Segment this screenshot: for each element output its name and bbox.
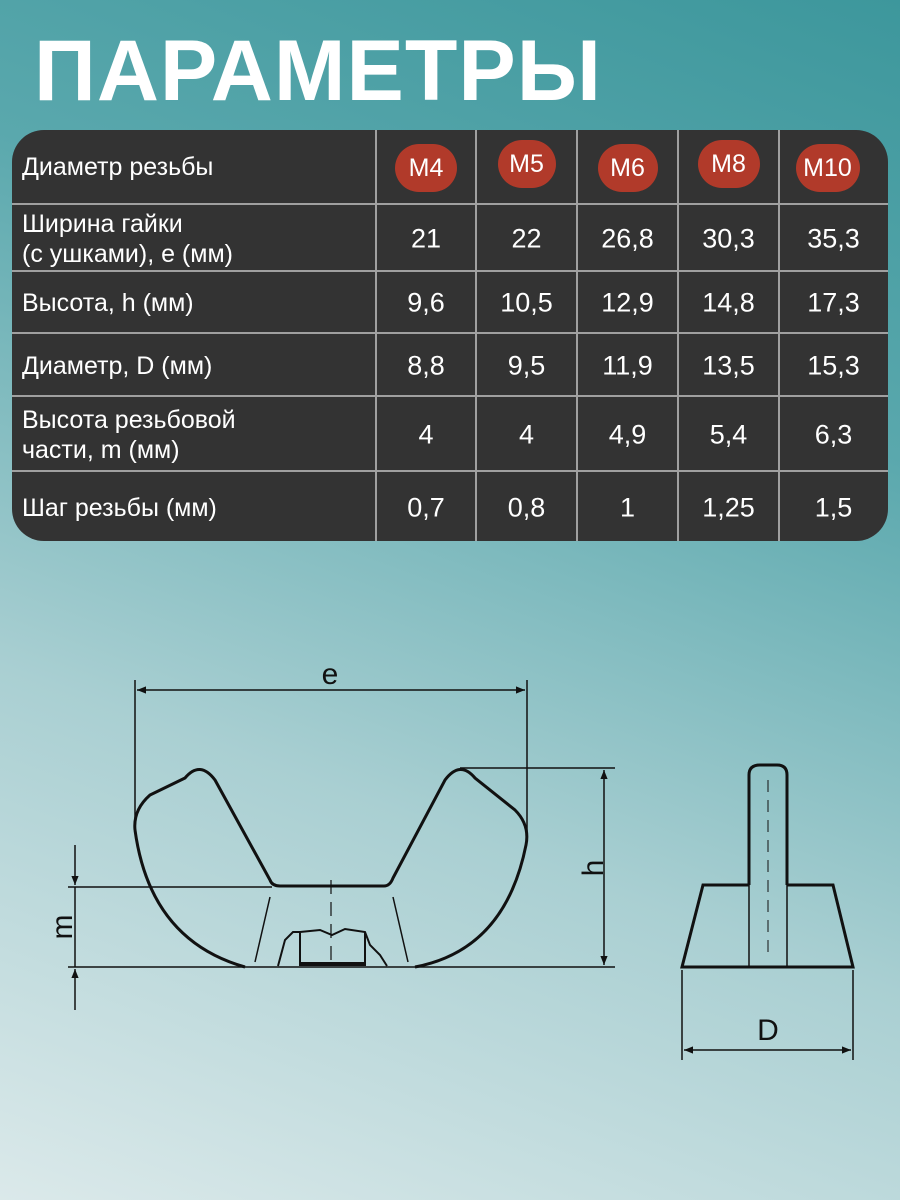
page-title: ПАРАМЕТРЫ [34,23,602,119]
value-cell: 1,25 [702,492,755,522]
thread-size-badge: М10 [795,144,860,192]
value-cell: 13,5 [702,350,755,380]
thread-size-badge: М8 [697,140,760,188]
parameters-table: Диаметр резьбы М4 М5 М6 М8 М10 Ширина гайки (с… [12,130,888,541]
dimension-e-label: e [322,658,339,691]
value-cell: 10,5 [500,287,553,318]
dimension-h-label: h [577,860,610,877]
value-cell: 14,8 [702,287,755,318]
table-header-row: Диаметр резьбы М4 М5 М6 М8 М10 [12,130,888,203]
value-cell: 22 [511,223,542,253]
value-cell: 5,4 [709,419,748,449]
thread-size-badge: М4 [395,144,457,192]
row-label: Высота резьбовой части, m (мм) [22,405,236,464]
value-cell: 0,7 [407,492,445,522]
column-divider [375,130,377,541]
value-cell: 4,9 [608,419,647,449]
table-row: Ширина гайки (с ушками), е (мм) 21 22 26,8 3… [12,203,888,272]
thread-size-badge: М6 [597,144,658,192]
column-divider [576,130,578,541]
value-cell: 6,3 [814,419,853,449]
value-cell: 30,3 [702,223,755,253]
dimension-m-label: m [46,915,79,940]
value-cell: 1,5 [814,492,853,522]
value-cell: 12,9 [601,287,654,318]
row-label: Шаг резьбы (мм) [22,493,217,522]
value-cell: 26,8 [601,223,654,253]
column-divider [677,130,679,541]
value-cell: 21 [410,223,442,253]
value-cell: 0,8 [507,492,546,522]
value-cell: 4 [418,419,434,449]
table-row: Диаметр, D (мм) 8,8 9,5 11,9 13,5 15,3 [12,332,888,397]
table-row: Шаг резьбы (мм) 0,7 0,8 1 1,25 1,5 [12,470,888,541]
column-divider [475,130,477,541]
row-label: Диаметр, D (мм) [22,351,213,380]
column-divider [778,130,780,541]
value-cell: 9,6 [407,287,445,318]
value-cell: 11,9 [602,350,653,380]
value-cell: 35,3 [807,223,860,253]
header-label: Диаметр резьбы [22,152,214,181]
value-cell: 8,8 [407,350,445,380]
value-cell: 15,3 [807,350,860,380]
table-row: Высота, h (мм) 9,6 10,5 12,9 14,8 17,3 [12,270,888,334]
value-cell: 1 [619,492,636,522]
dimension-d-label: D [757,1014,779,1047]
value-cell: 17,3 [807,287,860,318]
row-label: Высота, h (мм) [22,289,194,317]
row-label: Ширина гайки (с ушками), е (мм) [22,209,233,268]
value-cell: 9,5 [507,350,546,380]
table-row: Высота резьбовой части, m (мм) 4 4 4,9 5,4 6,… [12,395,888,472]
thread-size-badge: М5 [497,140,556,188]
value-cell: 4 [518,419,535,449]
